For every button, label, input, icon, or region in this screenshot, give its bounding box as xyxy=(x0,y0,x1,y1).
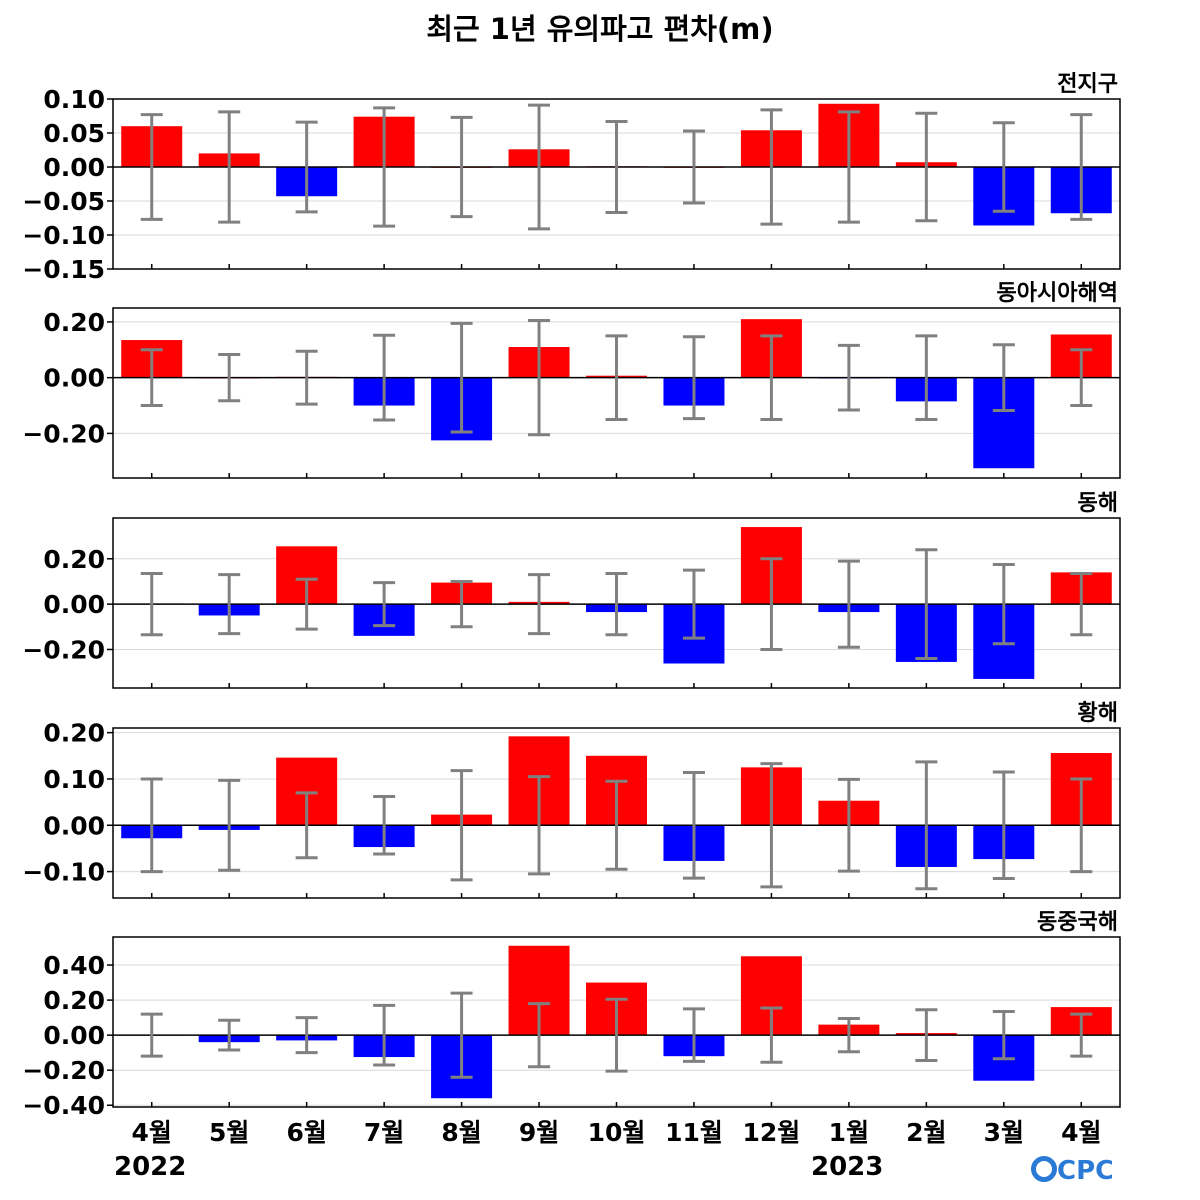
x-tick-label: 3월 xyxy=(984,1118,1024,1147)
x-tick-label: 11월 xyxy=(665,1118,723,1147)
x-tick-label: 12월 xyxy=(743,1118,801,1147)
chart-panel-0: 0.10 0.05 0.00 −0.05 −0.10 −0.15 전지구 xyxy=(22,72,1121,284)
y-tick-label: −0.40 xyxy=(22,1091,105,1120)
ocpc-logo: CPC xyxy=(1031,1156,1112,1186)
x-tick-label: 6월 xyxy=(286,1118,326,1147)
panel-title: 동해 xyxy=(1078,491,1118,516)
panel-title: 전지구 xyxy=(1057,72,1118,97)
page-title: 최근 1년 유의파고 편차(m) xyxy=(426,12,774,46)
chart-panel-2: 0.20 0.00 −0.20 동해 xyxy=(22,491,1121,689)
x-tick-label: 9월 xyxy=(519,1118,559,1147)
y-tick-label: 0.20 xyxy=(43,719,105,748)
y-tick-label: 0.00 xyxy=(43,811,105,840)
y-tick-label: 0.05 xyxy=(43,119,105,148)
panel-title: 동아시아해역 xyxy=(997,281,1118,306)
chart-panel-3: 0.20 0.10 0.00 −0.10 황해 xyxy=(22,701,1121,899)
x-tick-label: 10월 xyxy=(588,1118,646,1147)
y-tick-label: −0.20 xyxy=(22,635,105,664)
x-tick-label: 4월 xyxy=(132,1118,172,1147)
x-tick-label: 1월 xyxy=(829,1118,869,1147)
svg-text:CPC: CPC xyxy=(1057,1156,1112,1186)
y-tick-label: 0.10 xyxy=(43,85,105,114)
y-tick-label: 0.20 xyxy=(43,308,105,337)
y-tick-label: 0.00 xyxy=(43,364,105,393)
x-tick-label: 2월 xyxy=(906,1118,946,1147)
y-tick-label: −0.10 xyxy=(22,858,105,887)
y-tick-label: 0.00 xyxy=(43,153,105,182)
y-tick-label: −0.05 xyxy=(22,187,105,216)
x-tick-label: 8월 xyxy=(441,1118,481,1147)
year-label-2022: 2022 xyxy=(114,1152,187,1182)
y-tick-label: 0.40 xyxy=(43,951,105,980)
y-tick-label: 0.10 xyxy=(43,765,105,794)
y-tick-label: −0.20 xyxy=(22,1056,105,1085)
y-tick-label: −0.20 xyxy=(22,419,105,448)
y-tick-label: −0.15 xyxy=(22,255,105,284)
x-tick-label: 7월 xyxy=(364,1118,404,1147)
x-tick-label: 4월 xyxy=(1061,1118,1101,1147)
chart-panel-4: 0.40 0.20 0.00 −0.20 −0.40 동중국해 xyxy=(22,910,1121,1120)
y-tick-label: −0.10 xyxy=(22,221,105,250)
panel-title: 동중국해 xyxy=(1037,910,1118,935)
panel-title: 황해 xyxy=(1078,701,1118,726)
y-tick-label: 0.20 xyxy=(43,545,105,574)
y-tick-label: 0.20 xyxy=(43,986,105,1015)
y-tick-label: 0.00 xyxy=(43,590,105,619)
x-tick-label: 5월 xyxy=(209,1118,249,1147)
y-tick-label: 0.00 xyxy=(43,1021,105,1050)
chart-panel-1: 0.20 0.00 −0.20 동아시아해역 xyxy=(22,281,1121,479)
year-label-2023: 2023 xyxy=(811,1152,884,1182)
